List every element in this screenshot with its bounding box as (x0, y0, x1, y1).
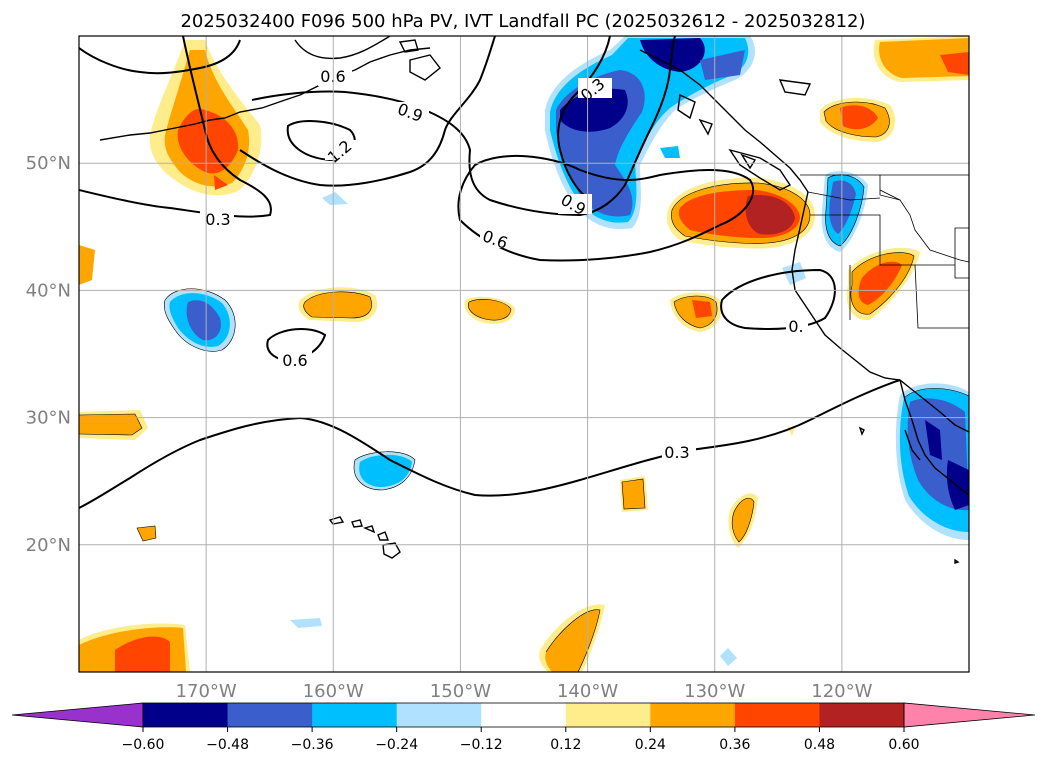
lon-label: 140°W (557, 681, 618, 702)
contour-label: 0.3 (664, 443, 689, 462)
colorbar-tick-label: 0.36 (719, 737, 750, 753)
colorbar-bin (650, 703, 736, 727)
contour-label: 0.3 (205, 210, 230, 229)
lon-label: 120°W (811, 681, 872, 702)
contour-label: 0.6 (282, 351, 307, 370)
colorbar-tick-label: −0.24 (375, 737, 418, 753)
colorbar-tick-label: −0.60 (122, 737, 165, 753)
coastlines (99, 36, 969, 564)
colorbar-tick-label: 0.48 (804, 737, 835, 753)
lat-label: 40°N (26, 280, 71, 301)
colorbar-bin (565, 703, 651, 727)
lat-label: 50°N (26, 153, 71, 174)
gridlines (79, 36, 969, 672)
colorbar-extend-max (903, 702, 1036, 728)
lat-label: 30°N (26, 408, 71, 429)
longitude-labels: 170°W 160°W 150°W 140°W 130°W 120°W (176, 681, 873, 702)
lon-label: 170°W (176, 681, 237, 702)
colorbar-bin (481, 703, 567, 727)
colorbar-bin (312, 703, 398, 727)
figure-title: 2025032400 F096 500 hPa PV, IVT Landfall… (180, 11, 865, 32)
pv-contours (79, 36, 901, 509)
political-borders (800, 174, 969, 329)
colorbar-tick-label: 0.24 (635, 737, 666, 753)
latitude-labels: 20°N 30°N 40°N 50°N (26, 153, 71, 556)
lat-label: 20°N (26, 535, 71, 556)
colorbar-bin (143, 703, 229, 727)
contour-label: 0. (788, 317, 803, 336)
lon-label: 160°W (303, 681, 364, 702)
colorbar: −0.60 −0.48 −0.36 −0.24 −0.12 0.12 0.24 0.36 0.4… (11, 702, 1036, 753)
lon-label: 130°W (684, 681, 745, 702)
colorbar-extend-min (11, 702, 144, 728)
colorbar-tick-label: 0.60 (888, 737, 919, 753)
colorbar-tick-label: 0.12 (550, 737, 581, 753)
shading-outlines (79, 101, 969, 672)
colorbar-bin (819, 703, 905, 727)
colorbar-tick-label: −0.12 (460, 737, 503, 753)
map-frame (78, 35, 970, 673)
map-area: 0.3 0.3 0.6 0.6 0.6 0.9 0.9 1.2 0.3 0. (79, 36, 969, 672)
colorbar-tick-label: −0.48 (206, 737, 249, 753)
lon-label: 150°W (430, 681, 491, 702)
colorbar-bin (227, 703, 313, 727)
colorbar-tick-label: −0.36 (291, 737, 334, 753)
colorbar-frame (142, 702, 905, 728)
colorbar-bin (734, 703, 820, 727)
colorbar-bin (396, 703, 482, 727)
